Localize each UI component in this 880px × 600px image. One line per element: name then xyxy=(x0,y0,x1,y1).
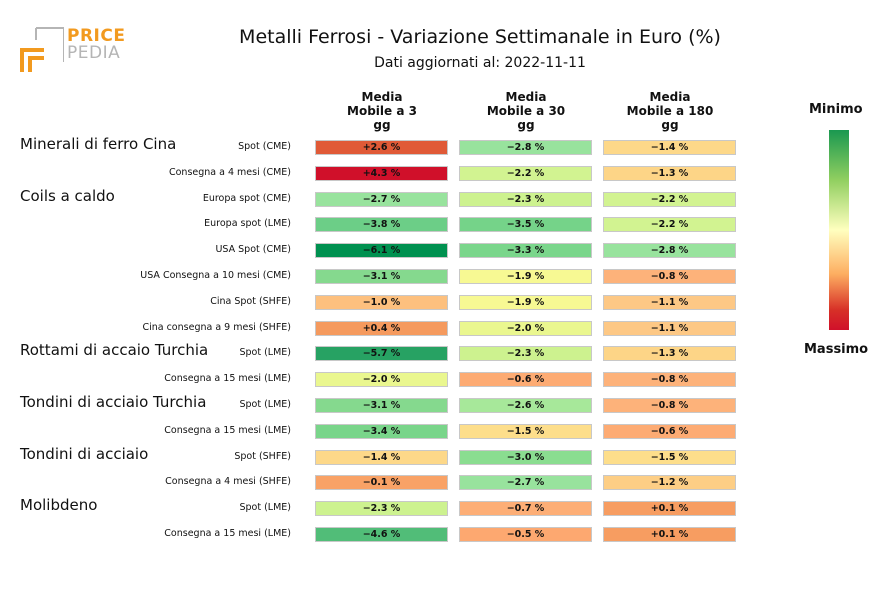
row-label: Europa spot (LME) xyxy=(204,218,291,230)
row-label: Cina consegna a 9 mesi (SHFE) xyxy=(142,321,291,333)
legend-colorbar xyxy=(829,130,849,330)
value-cell: −1.3 % xyxy=(603,165,736,181)
row-label: Europa spot (CME) xyxy=(202,192,291,204)
value-cell: −2.0 % xyxy=(459,320,592,336)
value-cell: −2.2 % xyxy=(603,191,736,207)
value-cell: −1.3 % xyxy=(603,346,736,362)
value-cell: +2.6 % xyxy=(315,140,448,155)
value-cell: +0.1 % xyxy=(603,527,736,542)
value-cell: −1.2 % xyxy=(603,475,736,491)
row-label: Consegna a 15 mesi (LME) xyxy=(164,373,291,385)
row-label: Spot (SHFE) xyxy=(234,450,291,462)
value-cell: −2.3 % xyxy=(459,191,592,207)
value-cell: −2.8 % xyxy=(603,243,736,259)
value-cell: −1.5 % xyxy=(603,449,736,465)
value-cell: −1.9 % xyxy=(459,269,592,284)
row-label: USA Consegna a 10 mesi (CME) xyxy=(140,270,291,281)
value-cell: −1.4 % xyxy=(315,449,448,465)
value-cell: −1.0 % xyxy=(315,294,448,310)
logo-brackets-icon xyxy=(20,27,64,72)
value-cell: −3.3 % xyxy=(459,243,592,259)
value-cell: −3.4 % xyxy=(315,423,448,439)
column-header-3gg: Media Mobile a 3 gg xyxy=(347,90,417,132)
value-cell: −4.6 % xyxy=(315,527,448,542)
value-cell: −2.7 % xyxy=(315,191,448,207)
row-label: Consegna a 4 mesi (SHFE) xyxy=(165,476,291,488)
value-cell: −3.1 % xyxy=(315,398,448,413)
value-cell: −6.1 % xyxy=(315,243,448,259)
value-cell: −1.1 % xyxy=(603,294,736,310)
row-label: Consegna a 15 mesi (LME) xyxy=(164,528,291,539)
value-cell: −0.6 % xyxy=(603,423,736,439)
group-label: Minerali di ferro Cina xyxy=(20,135,177,153)
logo-text-pedia: PEDIA xyxy=(67,43,121,63)
group-label: Tondini di acciaio xyxy=(20,444,149,463)
value-cell: +0.1 % xyxy=(603,501,736,517)
value-cell: −0.8 % xyxy=(603,372,736,388)
value-cell: −3.5 % xyxy=(459,217,592,233)
value-cell: −1.1 % xyxy=(603,320,736,336)
row-label: Spot (LME) xyxy=(239,399,291,410)
value-cell: −2.7 % xyxy=(459,475,592,491)
value-cell: −2.3 % xyxy=(459,346,592,362)
row-label: Spot (LME) xyxy=(239,502,291,514)
value-cell: −2.0 % xyxy=(315,372,448,388)
value-cell: +4.3 % xyxy=(315,165,448,181)
chart-subtitle: Dati aggiornati al: 2022-11-11 xyxy=(374,55,586,71)
row-label: Consegna a 4 mesi (CME) xyxy=(168,166,291,178)
group-label: Molibdeno xyxy=(20,496,98,515)
group-label: Coils a caldo xyxy=(20,186,115,205)
legend-min-label: Minimo xyxy=(809,102,863,117)
value-cell: −3.8 % xyxy=(315,217,448,233)
row-label: Spot (CME) xyxy=(238,141,291,152)
value-cell: −5.7 % xyxy=(315,346,448,362)
value-cell: −3.0 % xyxy=(459,449,592,465)
value-cell: −2.8 % xyxy=(459,140,592,155)
value-cell: −2.2 % xyxy=(459,165,592,181)
value-cell: −0.6 % xyxy=(459,372,592,388)
value-cell: −1.4 % xyxy=(603,140,736,155)
value-cell: −0.8 % xyxy=(603,398,736,413)
value-cell: −2.6 % xyxy=(459,398,592,413)
logo-text-price: PRICE xyxy=(67,26,126,46)
value-cell: −1.5 % xyxy=(459,423,592,439)
row-label: USA Spot (CME) xyxy=(215,244,291,256)
value-cell: −2.2 % xyxy=(603,217,736,233)
row-label: Spot (LME) xyxy=(239,347,291,359)
row-label: Cina Spot (SHFE) xyxy=(210,295,291,307)
value-cell: +0.4 % xyxy=(315,320,448,336)
column-header-30gg: Media Mobile a 30 gg xyxy=(486,90,566,132)
group-label: Rottami di accaio Turchia xyxy=(20,341,209,360)
value-cell: −3.1 % xyxy=(315,269,448,284)
value-cell: −0.8 % xyxy=(603,269,736,284)
group-label: Tondini di acciaio Turchia xyxy=(20,393,207,411)
value-cell: −0.7 % xyxy=(459,501,592,517)
value-cell: −2.3 % xyxy=(315,501,448,517)
column-header-180gg: Media Mobile a 180 gg xyxy=(626,90,714,132)
chart-title: Metalli Ferrosi - Variazione Settimanale… xyxy=(239,26,721,48)
pricepedia-logo: PRICE PEDIA xyxy=(20,26,130,74)
value-cell: −0.5 % xyxy=(459,527,592,542)
legend-max-label: Massimo xyxy=(804,342,869,357)
value-cell: −0.1 % xyxy=(315,475,448,491)
value-cell: −1.9 % xyxy=(459,294,592,310)
row-label: Consegna a 15 mesi (LME) xyxy=(164,424,291,436)
